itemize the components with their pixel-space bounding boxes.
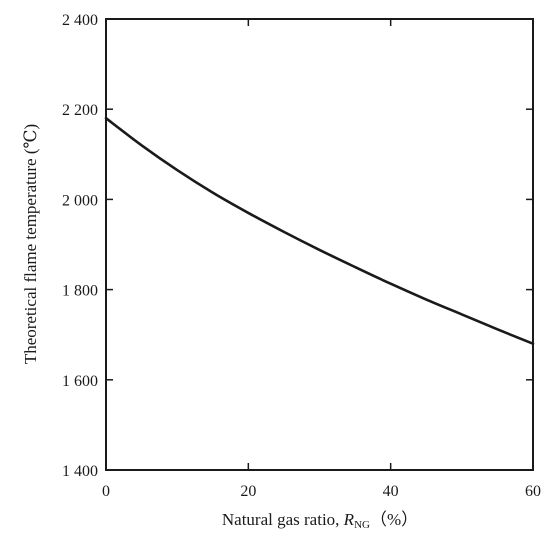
x-tick-label: 20 (240, 483, 256, 500)
x-tick-label: 40 (383, 483, 399, 500)
y-tick-label: 2 400 (62, 12, 98, 29)
tick-labels: 0 20 40 60 1 400 1 600 1 800 2 000 2 200 2 400 (62, 12, 541, 500)
y-tick-label: 2 000 (62, 192, 98, 209)
y-tick-label: 1 800 (62, 283, 98, 300)
y-tick-label: 1 600 (62, 373, 98, 390)
x-axis-label: Natural gas ratio, RNG（%） (222, 510, 418, 531)
series-layer (104, 116, 535, 346)
plot-frame (105, 18, 534, 471)
y-axis-label: Theoretical flame temperature (℃) (21, 124, 40, 364)
x-tick-label: 60 (525, 483, 541, 500)
ticks (105, 18, 534, 471)
x-tick-label: 0 (102, 483, 110, 500)
flame-temperature-curve (104, 116, 535, 346)
y-tick-label: 2 200 (62, 102, 98, 119)
y-tick-label: 1 400 (62, 463, 98, 480)
